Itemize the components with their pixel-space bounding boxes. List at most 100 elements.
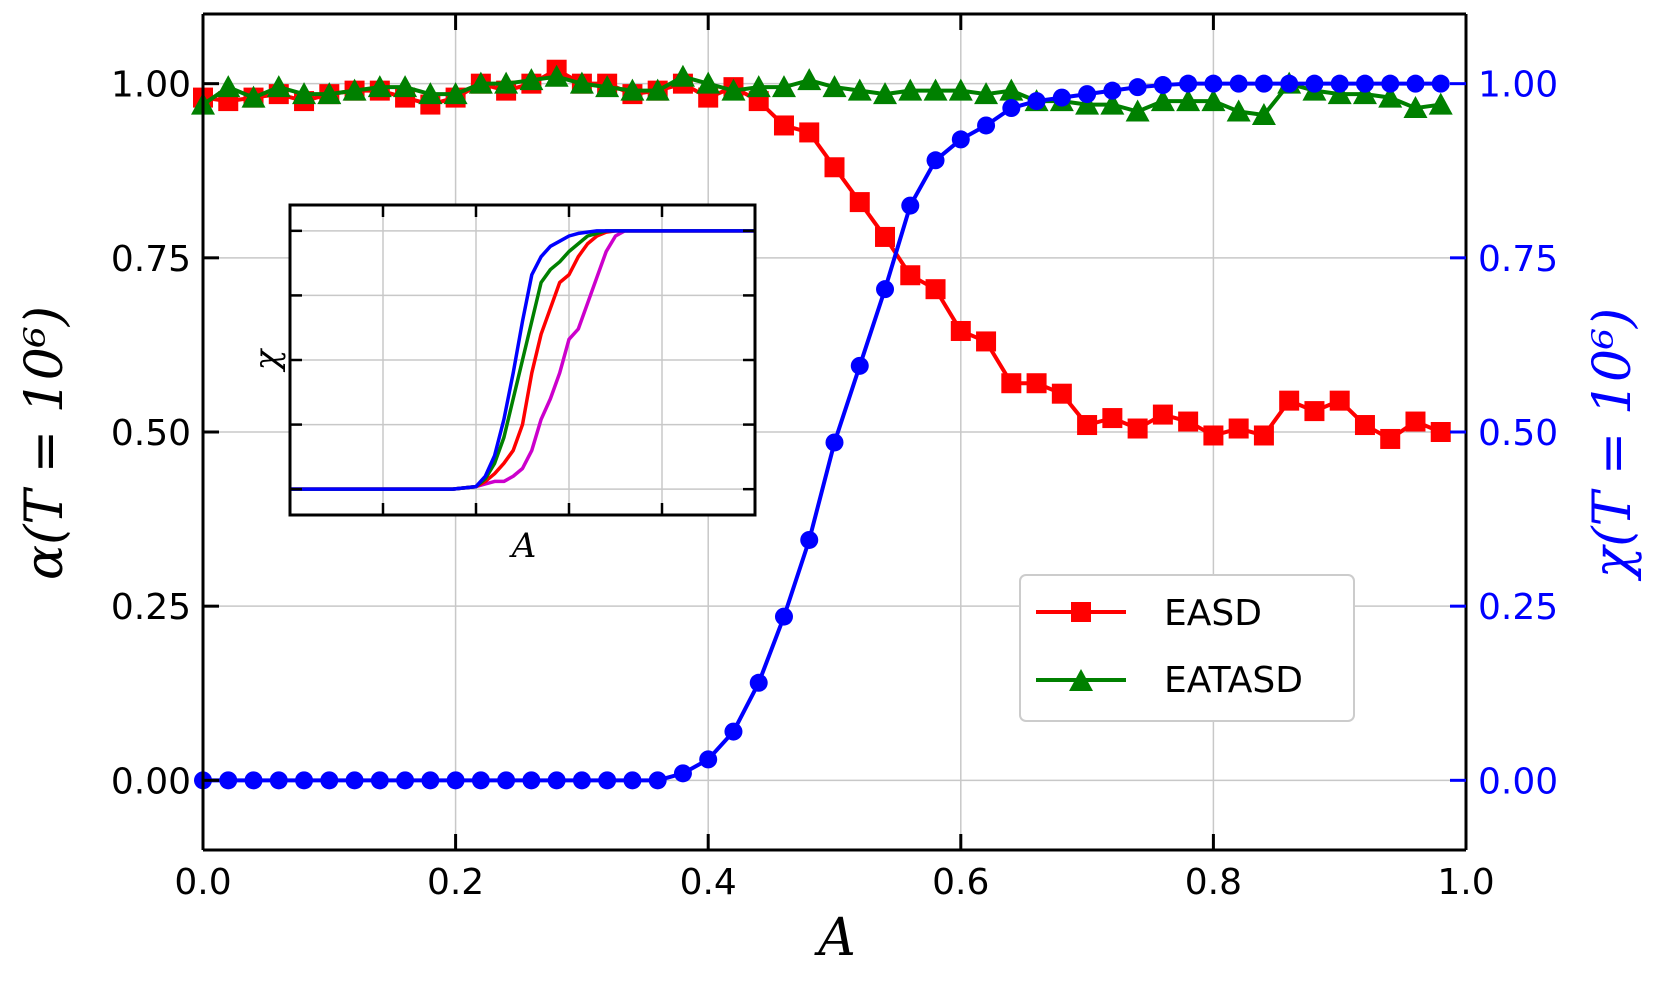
chi-point [749,673,768,692]
eatasd-point [771,75,796,98]
chi-point [320,771,339,790]
easd-point [773,115,794,136]
main-series [191,59,1453,790]
easd-point [1228,418,1249,439]
right-y-tick-label: 0.25 [1478,587,1558,628]
eatasd-point [1352,82,1377,105]
eatasd-point [746,75,771,98]
easd-point [849,192,870,213]
inset-y-label: χ [247,347,287,372]
easd-point [1077,415,1098,436]
x-axis-title: A [814,908,856,968]
chi-point [497,771,516,790]
eatasd-point [898,78,923,101]
inset-series-line-3 [290,229,755,491]
eatasd-point [1327,82,1352,105]
chi-point [471,771,490,790]
chi-point [1128,78,1147,97]
chi-point [1229,74,1248,93]
chi-point [1381,74,1400,93]
eatasd-point [1100,92,1125,115]
eatasd-point [822,75,847,98]
easd-point [950,320,971,341]
chi-point [1153,76,1172,95]
eatasd-point [519,68,544,91]
inset-series [290,229,755,491]
chi-point [1002,99,1021,118]
legend-eatasd-marker [1069,669,1093,691]
eatasd-point [1403,96,1428,119]
eatasd-point [544,64,569,87]
x-tick-label: 0.8 [1185,862,1242,903]
chi-point [1052,88,1071,107]
left-y-tick-label: 1.00 [111,65,191,106]
chi-point [926,151,945,170]
chi-point [370,771,389,790]
eatasd-point [999,78,1024,101]
easd-point [976,331,997,352]
easd-point [1405,411,1426,432]
chi-point [623,771,642,790]
chi-point [1431,74,1450,93]
eatasd-point [797,68,822,91]
chi-point [724,722,743,741]
easd-point [1102,408,1123,429]
right-y-tick-label: 0.75 [1478,239,1558,280]
chi-point [850,356,869,375]
left-y-tick-label: 0.25 [111,587,191,628]
easd-point [824,157,845,178]
left-y-tick-label: 0.00 [111,761,191,802]
legend-eatasd-label: EATASD [1164,660,1303,701]
eatasd-point [670,64,695,87]
chi-point [522,771,541,790]
eatasd-point [1251,103,1276,126]
eatasd-point [1125,99,1150,122]
chi-point [295,771,314,790]
chi-point [446,771,465,790]
eatasd-point [443,82,468,105]
eatasd-point [696,71,721,94]
eatasd-point [721,78,746,101]
chi-point [421,771,440,790]
eatasd-point [847,78,872,101]
chi-point [345,771,364,790]
chi-point [244,771,263,790]
easd-point [1127,418,1148,439]
legend: EASD EATASD [1019,574,1355,722]
easd-point [1380,428,1401,449]
eatasd-point [1075,92,1100,115]
eatasd-point [317,82,342,105]
eatasd-point [873,82,898,105]
chi-point [396,771,415,790]
left-y-tick-label: 0.50 [111,413,191,454]
eatasd-point [468,71,493,94]
chi-point [269,771,288,790]
easd-point [900,265,921,286]
chi-point [598,771,617,790]
eatasd-point [1378,85,1403,108]
chi-point [1204,74,1223,93]
easd-point [1001,373,1022,394]
easd-point [1304,401,1325,422]
legend-easd-label: EASD [1164,593,1262,634]
easd-point [1026,373,1047,394]
eatasd-point [1176,89,1201,112]
chi-point [547,771,566,790]
chi-point [825,433,844,452]
chi-point [219,771,238,790]
series-chi [194,74,1450,790]
easd-point [1430,422,1451,442]
eatasd-point [1428,92,1453,115]
chi-point [901,196,920,215]
easd-point [799,122,820,143]
chi-point [673,764,692,783]
eatasd-point [266,75,291,98]
legend-easd-marker [1071,602,1091,622]
x-tick-label: 0.6 [932,862,989,903]
easd-point [875,226,896,247]
eatasd-point [1201,89,1226,112]
chi-point [1078,85,1097,104]
easd-point [1203,425,1224,446]
eatasd-point [923,78,948,101]
